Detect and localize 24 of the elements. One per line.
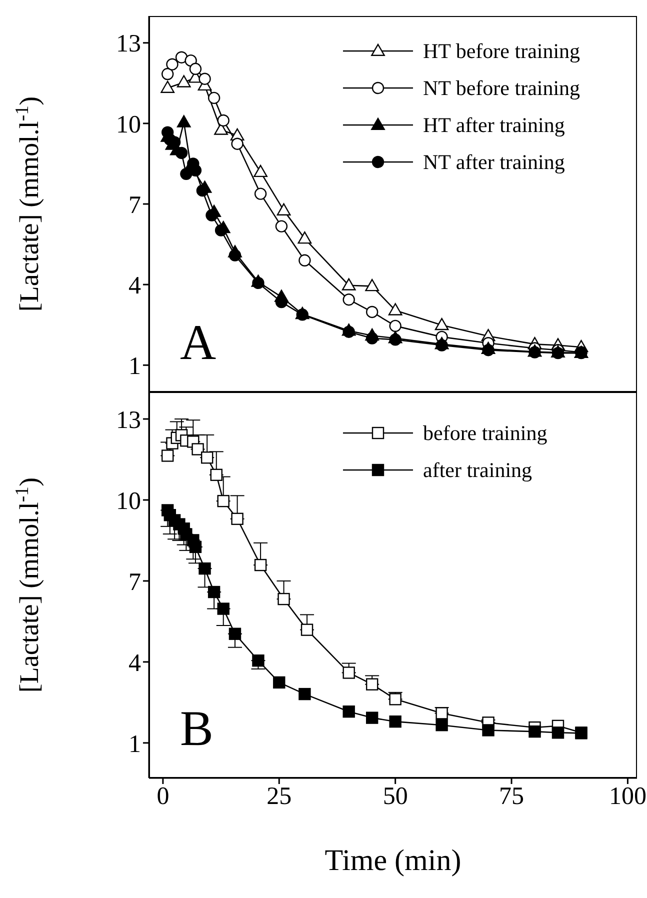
x-tick-label: 25: [266, 782, 292, 810]
y-tick-label: 7: [128, 192, 141, 219]
y-tick-label: 13: [116, 30, 141, 58]
legend-label: NT after training: [423, 150, 566, 174]
x-axis-title: Time (min): [324, 844, 462, 877]
x-tick-label: 50: [382, 782, 408, 810]
x-tick-label: 75: [499, 782, 524, 810]
y-tick-label: 10: [116, 488, 141, 515]
legend-label: HT after training: [423, 113, 566, 137]
x-tick-label: 0: [156, 782, 170, 810]
y-tick-label: 4: [128, 650, 142, 677]
y-tick-label: 1: [128, 353, 141, 380]
y-tick-label: 4: [128, 272, 142, 300]
y-tick-label: 1: [128, 730, 141, 758]
y-tick-label: 10: [116, 111, 141, 138]
y-tick-label: 7: [128, 568, 141, 596]
x-tick-label: 100: [608, 782, 646, 810]
legend-label: before training: [423, 421, 548, 445]
annotation: A: [180, 313, 216, 372]
annotation: B: [180, 699, 214, 758]
legend-label: NT before training: [423, 76, 581, 100]
y-tick-label: 13: [116, 406, 141, 434]
legend-label: HT before training: [423, 39, 581, 63]
legend-label: after training: [423, 458, 533, 482]
